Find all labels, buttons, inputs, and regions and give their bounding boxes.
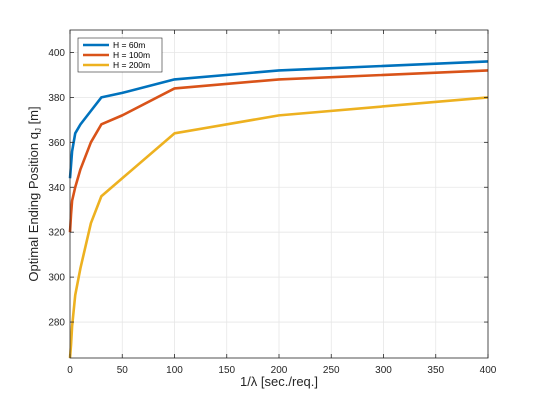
x-tick-label: 250	[323, 365, 340, 376]
legend-label-h100: H = 100m	[113, 50, 150, 60]
x-tick-label: 0	[67, 365, 73, 376]
y-tick-label: 360	[48, 138, 65, 149]
y-axis-title-unit: [m]	[26, 106, 41, 128]
series-line-h-60m	[68, 60, 489, 179]
x-tick-label: 400	[480, 365, 497, 376]
x-axis-title: 1/λ [sec./req.]	[240, 374, 318, 389]
y-tick-label: 320	[48, 228, 65, 239]
series-lines	[68, 60, 489, 359]
x-tick-label: 300	[375, 365, 392, 376]
x-tick-label: 150	[218, 365, 235, 376]
x-tick-label: 350	[427, 365, 444, 376]
legend: H = 60m H = 100m H = 200m	[77, 37, 163, 73]
legend-label-h200: H = 200m	[113, 60, 150, 70]
axis-ticks: 0 50 100 150 200 250 300 350 400 280 300 320 340 360 3…	[48, 30, 497, 376]
legend-label-h60: H = 60m	[113, 40, 145, 50]
x-tick-label: 100	[166, 365, 183, 376]
y-axis-title-main: Optimal Ending Position q	[26, 132, 41, 282]
series-line-h-200m	[68, 96, 489, 359]
y-tick-label: 300	[48, 273, 65, 284]
y-axis-title: Optimal Ending Position qJ [m]	[26, 106, 43, 281]
y-axis-title-subscript: J	[34, 128, 43, 132]
series-line-h-100m	[68, 69, 489, 233]
y-tick-label: 280	[48, 318, 65, 329]
y-tick-label: 340	[48, 183, 65, 194]
y-tick-label: 400	[48, 48, 65, 59]
x-tick-label: 50	[117, 365, 129, 376]
y-tick-label: 380	[48, 93, 65, 104]
x-tick-label: 200	[271, 365, 288, 376]
